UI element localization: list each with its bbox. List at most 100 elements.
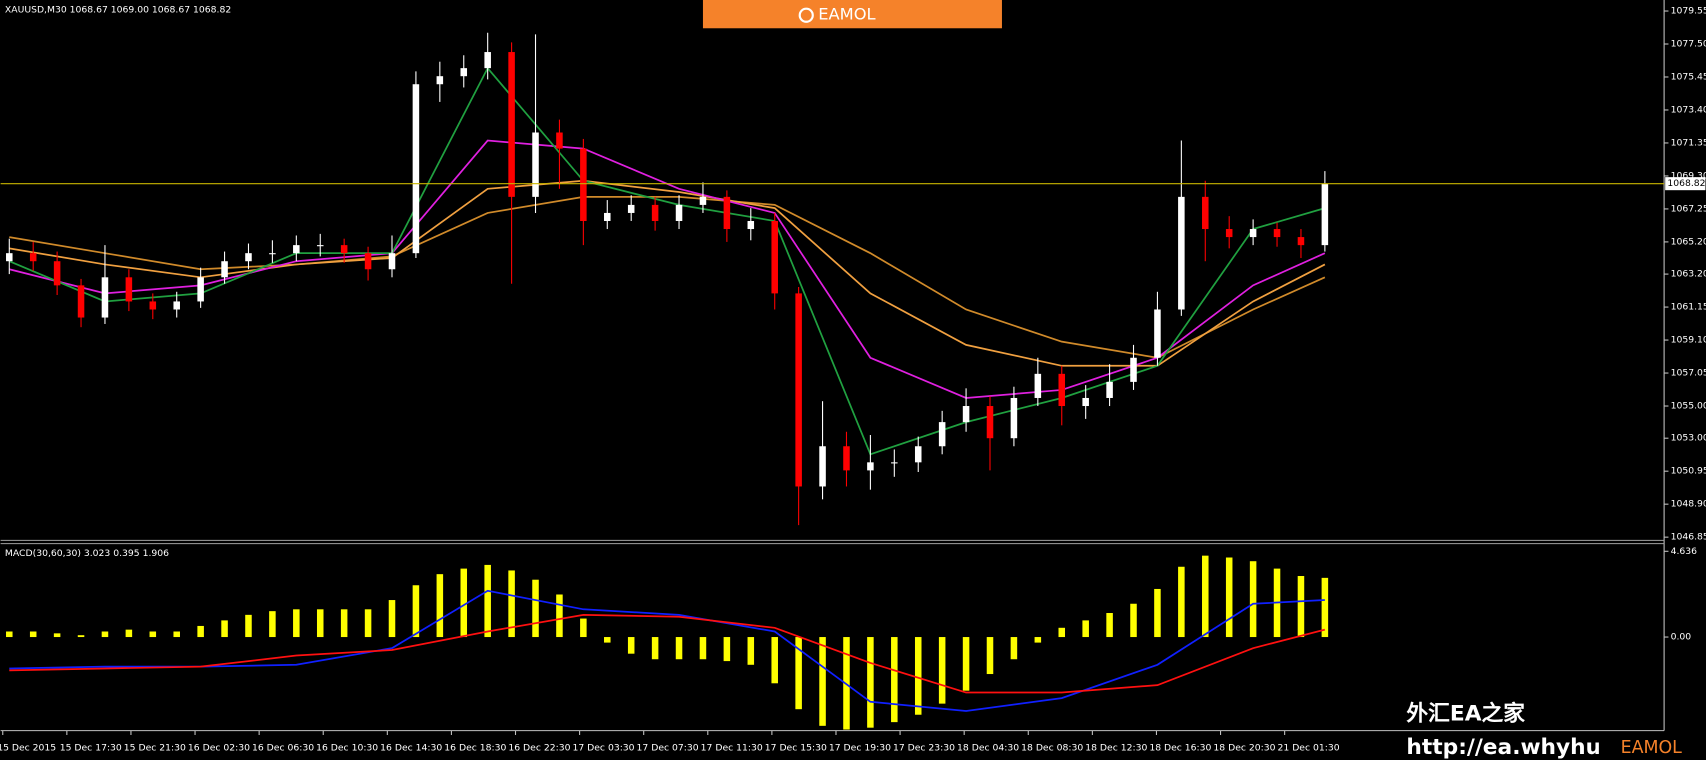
- y-tick-label: 1079.55: [1671, 6, 1706, 17]
- x-tick-label: 18 Dec 16:30: [1149, 743, 1211, 754]
- y-tick-label: 1048.90: [1671, 499, 1706, 510]
- x-tick-label: 16 Dec 14:30: [380, 743, 442, 754]
- candle-body: [556, 132, 563, 149]
- candle-body: [891, 462, 898, 464]
- indicator-line: [9, 179, 1326, 367]
- candle-body: [436, 76, 444, 85]
- candle-body: [173, 301, 180, 310]
- logo-icon: [798, 7, 814, 23]
- y-tick-label: 1055.00: [1671, 401, 1706, 412]
- candle-body: [795, 293, 802, 487]
- candle-body: [484, 52, 491, 69]
- y-tick-label: 1077.50: [1671, 39, 1706, 50]
- candle-body: [101, 277, 109, 318]
- histogram-bar: [867, 637, 874, 728]
- histogram-bar: [101, 631, 109, 638]
- x-tick-label: 18 Dec 20:30: [1213, 743, 1275, 754]
- histogram-bar: [1154, 588, 1161, 638]
- histogram-bar: [484, 564, 491, 638]
- histogram-bar: [173, 631, 180, 638]
- histogram-bar: [1321, 577, 1329, 638]
- candle-body: [604, 212, 611, 221]
- candle-body: [1202, 196, 1209, 230]
- x-tick-label: 16 Dec 10:30: [316, 743, 378, 754]
- histogram-bar: [1034, 637, 1042, 643]
- histogram-bar: [556, 594, 563, 638]
- candle-body: [1178, 196, 1185, 310]
- candle-body: [1130, 357, 1137, 382]
- logo: EAMOL: [818, 5, 875, 24]
- candle-body: [843, 446, 850, 471]
- histogram-bar: [532, 579, 539, 638]
- histogram-bar: [1082, 620, 1089, 638]
- histogram-bar: [1058, 627, 1066, 638]
- histogram-bar: [316, 609, 324, 638]
- indicator-line: [9, 613, 1326, 694]
- candle-body: [293, 245, 300, 254]
- histogram-bar: [723, 637, 731, 662]
- x-tick-label: 16 Dec 18:30: [444, 743, 506, 754]
- histogram-bar: [1010, 637, 1018, 660]
- histogram-bar: [508, 570, 515, 638]
- histogram-bar: [795, 637, 802, 710]
- candle-body: [340, 245, 348, 254]
- histogram-bar: [269, 611, 276, 638]
- histogram-bar: [1297, 576, 1305, 638]
- candle-body: [723, 196, 731, 230]
- x-tick-label: 17 Dec 15:30: [765, 743, 827, 754]
- histogram-bar: [436, 574, 444, 638]
- y-tick-label: 1053.00: [1671, 433, 1706, 444]
- x-tick-label: 16 Dec 02:30: [188, 743, 250, 754]
- candle-body: [962, 406, 970, 423]
- histogram-bar: [1249, 561, 1257, 638]
- candle-body: [53, 261, 61, 286]
- candle-body: [532, 132, 539, 197]
- y-tick-label: 1071.35: [1671, 137, 1706, 148]
- x-tick-label: 15 Dec 2015: [0, 743, 56, 754]
- price-label: 1068.82: [1667, 178, 1705, 189]
- y-tick-label: 1069.30: [1671, 170, 1706, 181]
- candle-body: [29, 253, 37, 262]
- candle-body: [771, 220, 778, 294]
- candle-body: [1321, 183, 1329, 246]
- histogram-bar: [627, 637, 635, 654]
- candle-body: [6, 253, 13, 262]
- y-tick-label: 0.00: [1671, 632, 1692, 643]
- candle-body: [1297, 237, 1305, 246]
- candle-body: [197, 277, 204, 302]
- candle-body: [1106, 381, 1113, 398]
- histogram-bar: [125, 629, 133, 638]
- candle-body: [412, 84, 420, 254]
- candle-body: [1082, 397, 1089, 407]
- histogram-bar: [364, 609, 372, 638]
- candle-body: [1154, 309, 1161, 358]
- y-tick-label: 1059.10: [1671, 335, 1706, 346]
- candle-body: [938, 422, 946, 447]
- watermark-title: 外汇EA之家: [1406, 700, 1525, 726]
- x-tick-label: 17 Dec 23:30: [893, 743, 955, 754]
- watermark-logo: EAMOL: [1621, 738, 1683, 758]
- histogram-bar: [197, 625, 204, 638]
- candle-body: [245, 253, 252, 262]
- histogram-bar: [1130, 603, 1137, 638]
- candle-body: [221, 261, 228, 278]
- candle-body: [316, 245, 324, 247]
- x-tick-label: 17 Dec 11:30: [701, 743, 763, 754]
- histogram-bar: [340, 609, 348, 638]
- candle-body: [627, 204, 635, 213]
- histogram-bar: [771, 637, 778, 684]
- candle-body: [1249, 229, 1257, 238]
- histogram-bar: [1202, 555, 1209, 638]
- candle-body: [675, 204, 683, 221]
- histogram-bar: [675, 637, 683, 660]
- histogram-bar: [580, 618, 587, 638]
- histogram-bar: [819, 637, 826, 726]
- price-label-bg: [1665, 177, 1706, 191]
- indicator-info: MACD(30,60,30) 3.023 0.395 1.906: [5, 548, 169, 559]
- indicator-line: [9, 139, 1326, 399]
- x-tick-label: 15 Dec 21:30: [124, 743, 186, 754]
- watermark-url: http://ea.whyhu: [1406, 735, 1601, 760]
- y-tick-label: 1065.20: [1671, 236, 1706, 247]
